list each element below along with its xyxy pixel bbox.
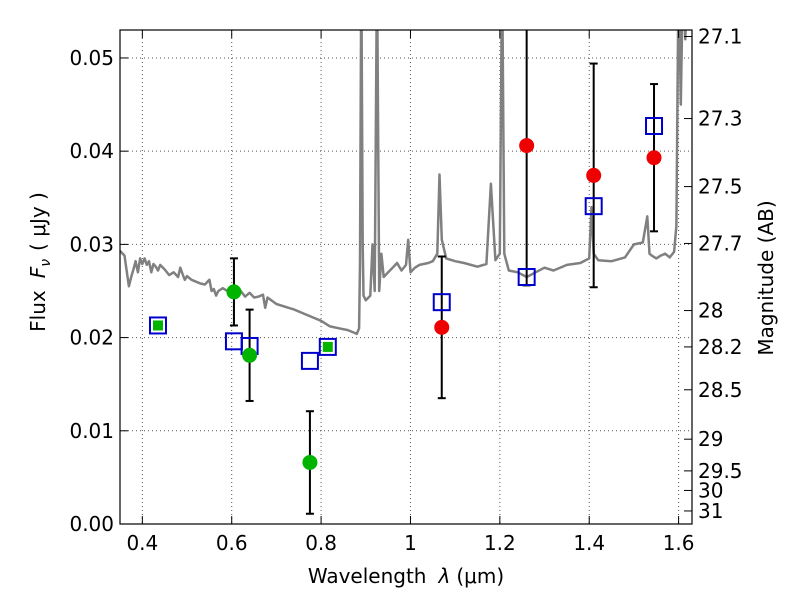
axis-ticks: 0.4 0.6 0.8 1 1.2 1.4 1.6 0.00 0.01 0.02 0.03 0.04 0… <box>69 25 742 555</box>
x-axis-label-text: Wavelength <box>308 564 427 588</box>
model-photometry-square <box>148 316 167 335</box>
detection-point <box>586 167 602 183</box>
detection-point <box>646 150 662 166</box>
y-tick-label: 0.01 <box>69 419 114 443</box>
mag-tick-label: 30 <box>698 478 723 502</box>
x-tick-label: 0.4 <box>126 531 158 555</box>
x-tick-label: 1.6 <box>663 531 695 555</box>
y-tick-label: 0.00 <box>69 512 114 536</box>
model-photometry-square <box>645 117 664 136</box>
mag-tick-label: 27.5 <box>698 175 743 199</box>
mag-tick-label: 27.1 <box>698 25 743 49</box>
model-spectrum-line <box>120 30 687 336</box>
x-axis-unit: (μm) <box>456 564 504 588</box>
y-tick-label: 0.03 <box>69 232 114 256</box>
x-axis-symbol: λ <box>438 564 451 588</box>
y-tick-label: 0.02 <box>69 326 114 350</box>
model-spectrum-layer <box>120 30 687 336</box>
grid-lines <box>120 30 692 524</box>
mag-tick-label: 27.3 <box>698 107 743 131</box>
detection-point <box>434 319 450 335</box>
axis-labels: Wavelength λ (μm) Flux Fν ( μJy ) Magnitude … <box>26 192 778 588</box>
errorbar-layer <box>229 30 659 515</box>
y-axis-symbol: F <box>26 266 50 278</box>
detection-point <box>322 341 333 352</box>
y-axis-subscript: ν <box>38 259 54 267</box>
model-photometry-square <box>432 293 451 312</box>
mag-tick-label: 28.2 <box>698 335 743 359</box>
y-axis-unit: ( μJy ) <box>26 192 50 251</box>
model-photometry-square <box>584 197 603 216</box>
mag-tick-label: 28.5 <box>698 378 743 402</box>
model-photometry-square <box>224 332 243 351</box>
x-tick-label: 1.4 <box>573 531 605 555</box>
detection-point <box>242 347 258 363</box>
mag-tick-label: 27.7 <box>698 231 743 255</box>
detection-point <box>226 284 242 300</box>
points-layer <box>148 117 664 470</box>
y-tick-label: 0.05 <box>69 46 114 70</box>
model-photometry-square <box>300 351 319 370</box>
x-tick-label: 0.8 <box>305 531 337 555</box>
x-tick-label: 1 <box>404 531 417 555</box>
detection-point <box>152 320 163 331</box>
mag-tick-label: 31 <box>698 499 723 523</box>
mag-tick-label: 29.5 <box>698 459 743 483</box>
mag-tick-label: 28 <box>698 299 723 323</box>
y-axis-label: Flux Fν ( μJy ) <box>26 192 54 332</box>
model-photometry-square <box>318 337 337 356</box>
detection-point <box>519 138 535 154</box>
model-photometry-square <box>517 268 536 286</box>
y-axis-label-text: Flux <box>26 290 50 332</box>
plot-frame <box>119 29 693 525</box>
x-tick-label: 1.2 <box>484 531 516 555</box>
mag-tick-label: 29 <box>698 427 723 451</box>
x-axis-label: Wavelength λ (μm) <box>308 564 504 588</box>
x-tick-label: 0.6 <box>216 531 248 555</box>
detection-point <box>302 454 318 470</box>
y-tick-label: 0.04 <box>69 139 114 163</box>
right-axis-label: Magnitude (AB) <box>754 200 778 355</box>
